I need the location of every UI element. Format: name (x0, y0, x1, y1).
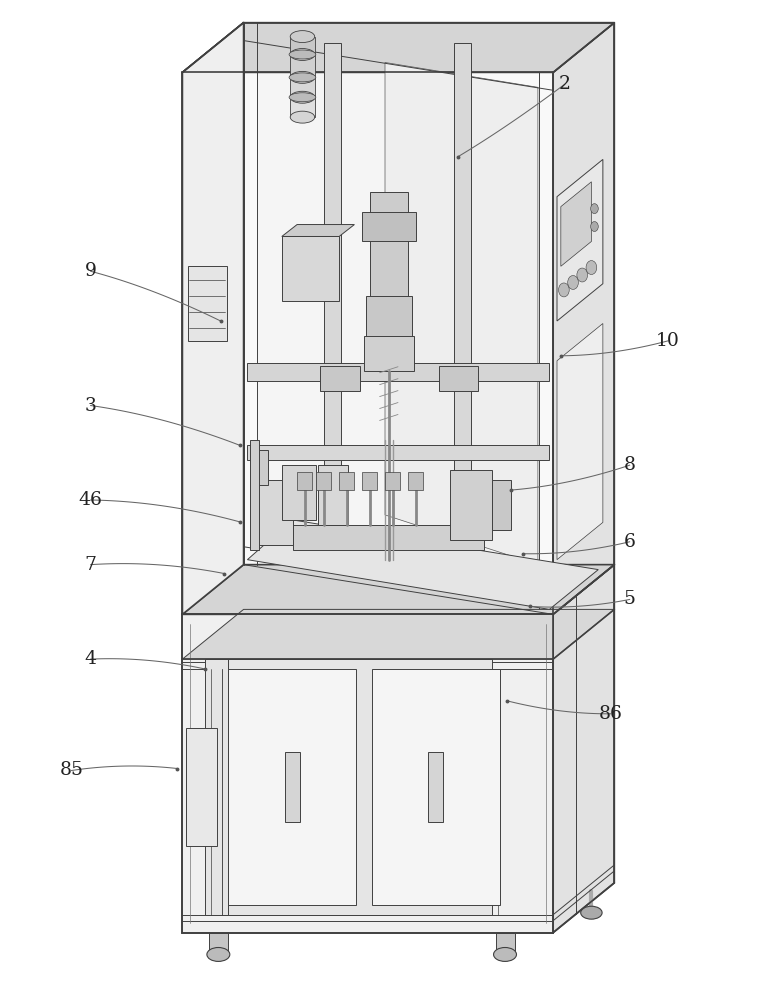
Ellipse shape (290, 31, 315, 43)
Polygon shape (290, 77, 315, 97)
Ellipse shape (290, 111, 315, 123)
Polygon shape (370, 192, 408, 301)
Polygon shape (282, 465, 316, 520)
Polygon shape (293, 525, 484, 550)
Polygon shape (247, 363, 549, 381)
Polygon shape (282, 225, 354, 236)
Polygon shape (186, 728, 217, 846)
Circle shape (558, 283, 569, 297)
Polygon shape (561, 182, 591, 266)
Circle shape (567, 276, 578, 289)
Polygon shape (454, 43, 470, 555)
Polygon shape (247, 520, 598, 609)
Ellipse shape (289, 73, 316, 82)
Polygon shape (253, 450, 268, 485)
Polygon shape (363, 336, 414, 371)
Text: 8: 8 (624, 456, 635, 474)
Polygon shape (247, 445, 549, 460)
Text: 85: 85 (59, 761, 84, 779)
Polygon shape (290, 97, 315, 117)
Polygon shape (557, 159, 603, 321)
Polygon shape (251, 480, 293, 545)
Polygon shape (324, 43, 340, 555)
Polygon shape (297, 472, 313, 490)
Polygon shape (553, 23, 614, 614)
Text: 3: 3 (85, 397, 96, 415)
Polygon shape (492, 480, 511, 530)
Polygon shape (182, 565, 614, 614)
Polygon shape (182, 614, 553, 933)
Polygon shape (362, 472, 377, 490)
Ellipse shape (290, 71, 315, 83)
Polygon shape (385, 472, 400, 490)
Polygon shape (316, 472, 332, 490)
Polygon shape (257, 41, 540, 596)
Polygon shape (557, 323, 603, 560)
Text: 46: 46 (79, 491, 102, 509)
Ellipse shape (289, 50, 316, 59)
Polygon shape (228, 669, 357, 905)
Polygon shape (385, 62, 538, 565)
Polygon shape (249, 440, 259, 550)
Polygon shape (182, 23, 614, 72)
Polygon shape (228, 659, 492, 915)
Polygon shape (438, 366, 478, 391)
Polygon shape (182, 609, 614, 659)
Polygon shape (182, 23, 243, 614)
Polygon shape (206, 659, 228, 915)
Polygon shape (285, 752, 300, 822)
Polygon shape (496, 933, 515, 954)
Ellipse shape (290, 49, 315, 60)
Circle shape (591, 222, 598, 232)
Text: 10: 10 (656, 332, 680, 350)
Ellipse shape (207, 948, 229, 961)
Polygon shape (243, 23, 553, 614)
Ellipse shape (290, 91, 315, 103)
Text: 2: 2 (559, 75, 571, 93)
Circle shape (577, 268, 588, 282)
Polygon shape (188, 266, 226, 341)
Polygon shape (362, 212, 416, 241)
Text: 5: 5 (624, 590, 635, 608)
Text: 4: 4 (85, 650, 97, 668)
Text: 7: 7 (85, 556, 97, 574)
Polygon shape (282, 236, 339, 301)
Text: 6: 6 (624, 533, 635, 551)
Polygon shape (320, 366, 360, 391)
Polygon shape (318, 465, 348, 525)
Ellipse shape (494, 948, 517, 961)
Polygon shape (372, 669, 500, 905)
Text: 9: 9 (85, 262, 96, 280)
Polygon shape (408, 472, 424, 490)
Polygon shape (182, 23, 243, 614)
Polygon shape (339, 472, 354, 490)
Polygon shape (450, 470, 492, 540)
Ellipse shape (289, 93, 316, 102)
Circle shape (586, 261, 597, 275)
Text: 86: 86 (598, 705, 622, 723)
Circle shape (591, 204, 598, 214)
Polygon shape (209, 933, 228, 954)
Polygon shape (366, 296, 412, 341)
Ellipse shape (581, 906, 602, 919)
Polygon shape (290, 54, 315, 77)
Polygon shape (428, 752, 444, 822)
Polygon shape (553, 565, 614, 933)
Polygon shape (290, 37, 315, 54)
